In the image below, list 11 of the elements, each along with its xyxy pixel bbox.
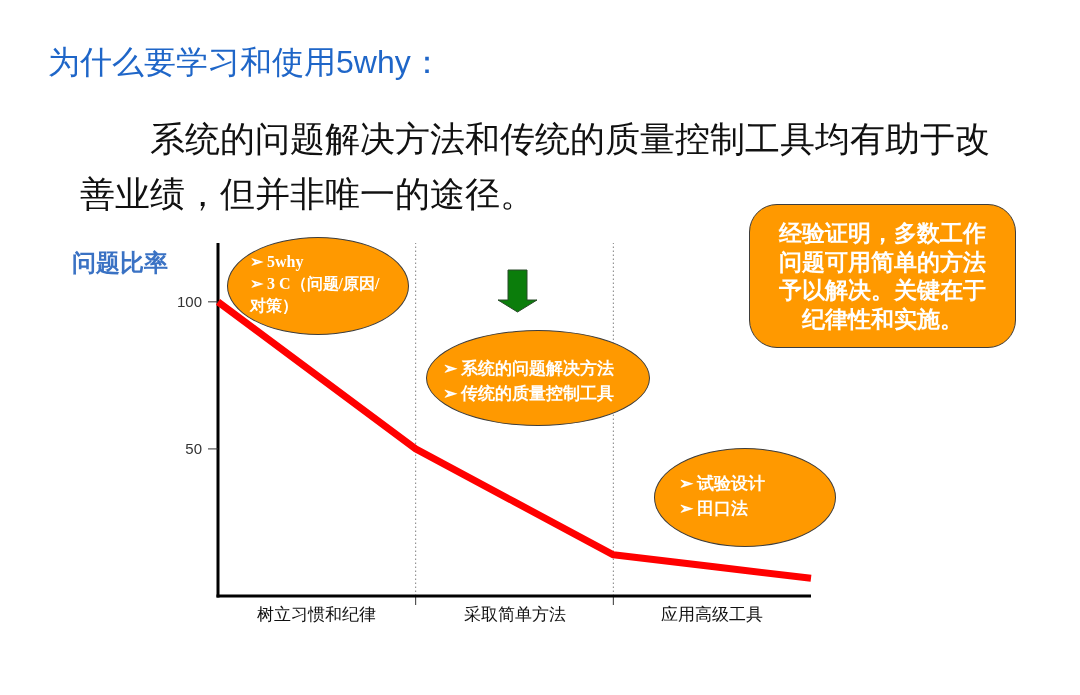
ytick-label: 50 [185,440,202,458]
xtick-label: 树立习惯和纪律 [257,604,377,624]
title: 为什么要学习和使用5why： [48,43,443,82]
ylabel: 问题比率 [72,250,168,276]
annotation: ➢ 系统的问题解决方法 ➢ 传统的质量控制工具 [426,330,650,426]
xtick-label: 应用高级工具 [661,604,764,624]
xtick-label: 采取简单方法 [463,604,566,624]
ytick-label: 100 [176,293,202,311]
annotation: ➢ 5why ➢ 3 C（问题/原因/对策） [227,237,409,335]
annotation: ➢ 试验设计 ➢ 田口法 [654,448,836,547]
annotation: 经验证明，多数工作问题可用简单的方法予以解决。关键在于纪律性和实施。 [749,204,1016,348]
